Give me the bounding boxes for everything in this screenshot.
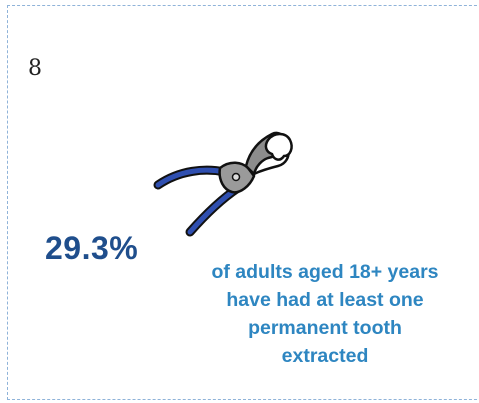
stat-percentage: 29.3%: [45, 230, 139, 266]
item-number: 8: [28, 56, 42, 81]
dental-forceps-icon: [150, 120, 300, 245]
infographic-card: [7, 5, 479, 400]
stat-description: of adults aged 18+ years have had at lea…: [211, 261, 439, 367]
